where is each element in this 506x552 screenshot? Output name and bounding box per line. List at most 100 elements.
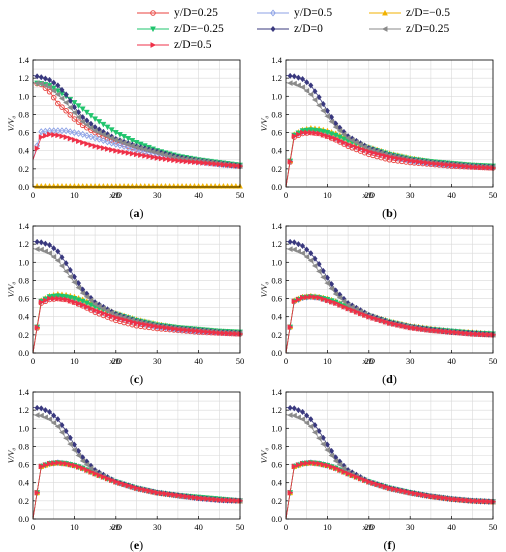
data-point [291, 239, 297, 246]
data-point [229, 330, 235, 337]
data-point [113, 147, 119, 154]
data-point [362, 147, 368, 154]
data-point [229, 162, 235, 169]
data-point [59, 133, 66, 140]
data-point [328, 452, 335, 459]
data-point [378, 482, 385, 489]
data-point [167, 491, 173, 498]
data-point [125, 149, 132, 156]
data-point [374, 316, 381, 323]
data-point [399, 322, 406, 329]
data-point [117, 315, 124, 322]
data-point [320, 434, 326, 441]
legend-label: z/D=0.5 [174, 39, 212, 51]
legend-swatch [137, 10, 169, 16]
data-point [478, 498, 484, 505]
data-point [171, 157, 177, 164]
data-point [166, 152, 173, 159]
data-point [83, 121, 90, 128]
data-point [403, 323, 410, 330]
data-point [63, 127, 70, 135]
y-tick-label: 0.8 [271, 275, 282, 285]
x-tick-label: 50 [489, 190, 498, 200]
data-point [96, 308, 103, 315]
data-point [428, 327, 435, 334]
data-point [162, 156, 169, 162]
data-point [308, 250, 314, 257]
x-tick-label: 10 [323, 356, 332, 366]
data-point [208, 160, 215, 167]
chart-svg: 0.0 0.2 0.4 0.6 0.8 1.0 1.2 1.4 0 10 20 30 40 50 x/D V/… [6, 387, 244, 552]
data-point [46, 89, 53, 95]
data-point [411, 490, 418, 497]
data-point [299, 416, 306, 423]
chart-panel: 0.0 0.2 0.4 0.6 0.8 1.0 1.2 1.4 0 10 20 30 40 50 x/D V/… [0, 54, 253, 220]
data-point [105, 475, 111, 482]
data-point [42, 127, 49, 135]
data-point [67, 441, 73, 448]
legend-label: y/D=0.25 [174, 7, 218, 19]
y-tick-label: 0.8 [18, 275, 29, 285]
data-point [295, 296, 302, 303]
data-point [432, 160, 439, 167]
data-point [196, 328, 202, 335]
panel-caption: (c) [130, 372, 143, 386]
y-tick-label: 1.4 [18, 221, 29, 231]
y-tick-label: 0.0 [18, 348, 29, 358]
data-point [304, 412, 310, 419]
plot-frame [32, 59, 241, 188]
data-point [229, 497, 235, 504]
data-point [67, 97, 73, 104]
data-point [121, 481, 128, 488]
data-point [167, 156, 173, 163]
data-point [473, 331, 480, 338]
data-point [200, 159, 206, 166]
data-point [38, 405, 44, 412]
data-point [415, 491, 422, 498]
data-point [63, 260, 69, 267]
legend: y/D=0.25 y/D=0.5 z/D=−0.5 z/D=−0.25 z/D=0 z/D… [0, 0, 506, 54]
data-point [112, 130, 119, 136]
data-point [63, 91, 69, 98]
data-point [358, 145, 364, 152]
data-point [220, 161, 227, 168]
y-tick-label: 1.0 [18, 423, 29, 433]
plot-frame [285, 391, 494, 520]
data-point [34, 324, 41, 331]
data-point [374, 150, 381, 157]
data-point [482, 164, 488, 171]
data-point [345, 470, 352, 477]
legend-marker [150, 42, 157, 48]
data-point [370, 315, 377, 321]
data-point [311, 429, 318, 436]
data-point [295, 131, 302, 138]
data-point [407, 157, 414, 164]
data-point [47, 131, 53, 138]
data-point [54, 88, 61, 94]
data-point [320, 461, 327, 468]
x-tick-label: 20 [365, 356, 374, 366]
data-point [444, 161, 451, 168]
data-point [105, 145, 111, 152]
data-point [303, 253, 310, 260]
data-point [63, 460, 70, 467]
data-point [304, 460, 310, 467]
chart-svg: 0.0 0.2 0.4 0.6 0.8 1.0 1.2 1.4 0 10 20 30 40 50 x/D V/… [259, 55, 498, 220]
legend-label: z/D=0 [294, 23, 323, 35]
data-point [100, 305, 106, 312]
x-tick-label: 0 [284, 522, 288, 532]
data-point [324, 280, 330, 287]
x-tick-label: 0 [284, 356, 288, 366]
legend-label: z/D=−0.5 [406, 7, 450, 19]
data-point [444, 495, 451, 502]
x-tick-label: 30 [406, 522, 415, 532]
data-point [440, 495, 447, 501]
data-point [287, 72, 293, 79]
data-point [104, 138, 111, 146]
data-point [340, 465, 347, 472]
x-tick-label: 20 [365, 190, 374, 200]
data-point [34, 238, 40, 245]
data-point [225, 330, 231, 337]
data-point [67, 266, 73, 274]
data-point [415, 325, 422, 332]
